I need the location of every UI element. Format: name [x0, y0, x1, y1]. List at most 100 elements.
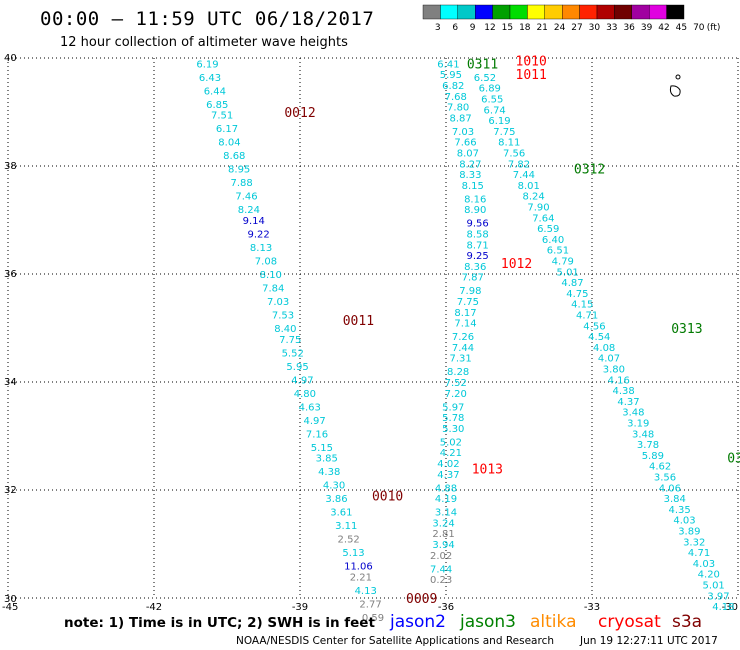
colorbar-swatch [544, 4, 563, 20]
swh-value: 4.06 [659, 483, 681, 494]
swh-value: 2.21 [350, 572, 372, 583]
colorbar-label: 24 [554, 23, 566, 33]
swh-value: 7.53 [272, 311, 294, 322]
swh-value: 4.38 [613, 386, 635, 397]
footer-timestamp: Jun 19 12:27:11 UTC 2017 [579, 635, 718, 647]
swh-value: 4.19 [435, 494, 457, 505]
y-tick-label: 30 [4, 594, 17, 605]
swh-value: 6.17 [216, 124, 238, 135]
colorbar-swatch [666, 4, 685, 20]
swh-value: 3.48 [632, 429, 654, 440]
swh-value: 8.87 [449, 113, 471, 124]
colorbar-swatch [509, 4, 528, 20]
x-tick-label: -45 [2, 602, 18, 613]
x-tick-label: -42 [146, 602, 162, 613]
swh-value: 8.07 [457, 149, 479, 160]
swh-value: 7.44 [430, 564, 452, 575]
swh-value: 4.54 [588, 332, 610, 343]
x-tick-label: -30 [722, 602, 738, 613]
swh-value: 4.87 [561, 278, 583, 289]
swh-value: 4.79 [552, 257, 574, 268]
satellite-name-cryosat: cryosat [598, 612, 661, 632]
swh-value: 6.59 [537, 224, 559, 235]
swh-value: 3.78 [637, 440, 659, 451]
footer-credit: NOAA/NESDIS Center for Satellite Applica… [236, 635, 554, 647]
swh-value: 3.11 [335, 521, 357, 532]
swh-value: 4.35 [668, 505, 690, 516]
swh-value: 7.56 [503, 149, 525, 160]
pass-time-label: 0312 [574, 163, 605, 178]
colorbar-legend: 3 6 9 12 15 18 21 24 27 30 33 36 39 42 45 70 (ft) [422, 4, 720, 33]
colorbar-swatch [475, 4, 493, 20]
colorbar-label: 33 [606, 23, 617, 33]
swh-value: 5.78 [442, 413, 464, 424]
colorbar-swatch [492, 4, 511, 20]
colorbar-swatch [579, 4, 598, 20]
satellite-name-s3a: s3a [672, 612, 702, 632]
satellite-name-jason3: jason3 [459, 612, 516, 632]
colorbar-label: 21 [536, 23, 547, 33]
pass-time-label: 0011 [343, 314, 374, 329]
swh-value: 7.98 [459, 286, 481, 297]
colorbar-label: 30 [589, 23, 601, 33]
swh-value: 7.75 [457, 297, 479, 308]
x-tick-label: -36 [438, 602, 454, 613]
swh-value: 11.06 [344, 562, 373, 573]
pass-time-label: 0314 [727, 452, 740, 467]
satellite-name-altika: altika [530, 612, 577, 632]
swh-value: 7.88 [230, 178, 252, 189]
swh-value: 8.04 [218, 138, 240, 149]
swh-value: 4.02 [437, 459, 459, 470]
colorbar-swatch [527, 4, 546, 20]
swh-value: 2.81 [432, 529, 454, 540]
swh-value: 6.52 [474, 73, 496, 84]
swh-value: 6.89 [479, 84, 501, 95]
swh-value: 7.64 [532, 213, 554, 224]
colorbar-label: 42 [658, 23, 669, 33]
swh-value: 8.71 [467, 240, 489, 251]
swh-value: 7.44 [452, 343, 474, 354]
colorbar-label: 15 [502, 23, 513, 33]
swh-value: 4.37 [437, 470, 459, 481]
swh-value: 8.27 [459, 159, 481, 170]
swh-value: 7.75 [279, 335, 301, 346]
colorbar-swatch [614, 4, 633, 20]
swh-value: 4.18 [712, 602, 734, 613]
swh-value: 4.56 [583, 321, 605, 332]
x-tick-label: -39 [292, 602, 308, 613]
colorbar-label: 70 [693, 23, 705, 33]
swh-value: 5.01 [703, 581, 725, 592]
swh-value: 5.89 [642, 451, 664, 462]
swh-value: 2.02 [430, 551, 452, 562]
satellite-legend: jason2 jason3 altika cryosat s3a [389, 612, 702, 632]
island-icon [669, 74, 681, 97]
swh-value: 4.08 [593, 343, 615, 354]
swh-value: 6.51 [547, 246, 569, 257]
colorbar-swatch [562, 4, 580, 20]
swh-value: 7.16 [306, 429, 328, 440]
swh-value: 3.14 [435, 508, 457, 519]
colorbar-label: 9 [470, 23, 476, 33]
colorbar-swatch [649, 4, 667, 20]
swh-value: 4.71 [576, 311, 598, 322]
swh-value: 3.94 [432, 540, 454, 551]
swh-value: 8.17 [454, 308, 476, 319]
altimeter-track-values: 6.19 6.43 6.44 6.857.51 6.17 8.04 8.68 8.95 7.88… [196, 59, 734, 624]
swh-value: 6.44 [204, 86, 226, 97]
swh-value: 5.30 [442, 424, 464, 435]
units-note: note: 1) Time is in UTC; 2) SWH is in fe… [64, 615, 375, 631]
swh-value: 7.52 [445, 378, 467, 389]
swh-value: 8.28 [447, 367, 469, 378]
swh-value: 9.22 [248, 230, 270, 241]
swh-value: 6.55 [481, 95, 503, 106]
swh-value: 8.40 [274, 324, 296, 335]
swh-value: 3.85 [316, 454, 338, 465]
swh-value: 4.97 [303, 416, 325, 427]
swh-value: 5.13 [342, 548, 364, 559]
colorbar-label: 39 [641, 23, 653, 33]
y-tick-label: 32 [4, 485, 17, 496]
swh-value: 0.23 [430, 575, 452, 586]
swh-value: 4.62 [649, 462, 671, 473]
colorbar-label: 27 [571, 23, 582, 33]
